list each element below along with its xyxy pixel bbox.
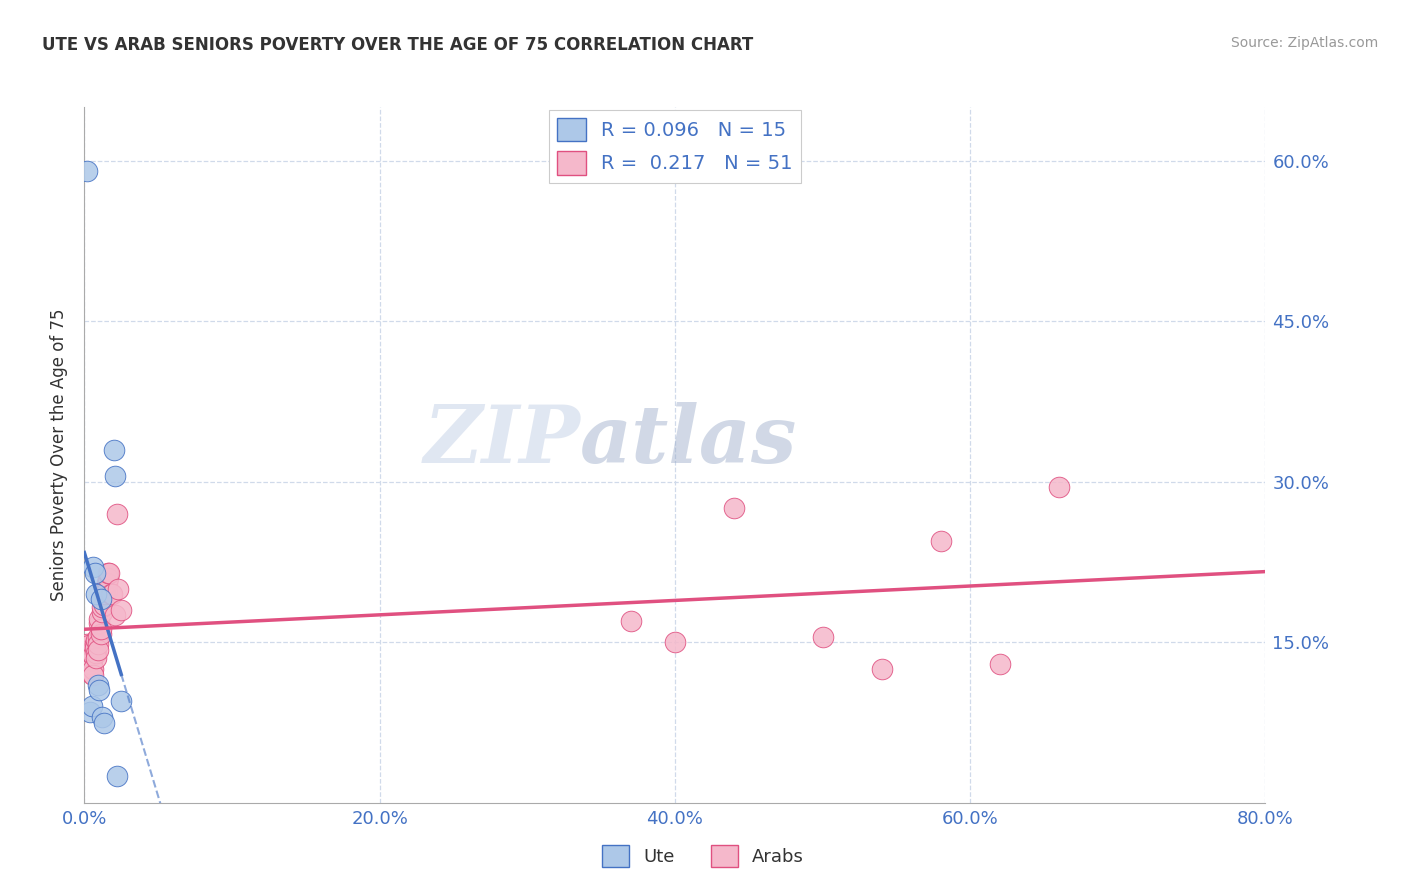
Point bbox=[89, 612, 111, 626]
Point bbox=[82, 648, 104, 662]
Point bbox=[811, 630, 834, 644]
Y-axis label: Seniors Poverty Over the Age of 75: Seniors Poverty Over the Age of 75 bbox=[51, 309, 69, 601]
Text: UTE VS ARAB SENIORS POVERTY OVER THE AGE OF 75 CORRELATION CHART: UTE VS ARAB SENIORS POVERTY OVER THE AGE… bbox=[42, 36, 754, 54]
Point bbox=[870, 662, 893, 676]
Point bbox=[86, 637, 108, 651]
Point bbox=[76, 644, 98, 658]
Point bbox=[105, 507, 128, 521]
Point bbox=[91, 710, 114, 724]
Point bbox=[104, 469, 127, 483]
Point bbox=[79, 665, 101, 680]
Point bbox=[79, 658, 101, 673]
Point bbox=[96, 576, 118, 591]
Point bbox=[83, 566, 105, 580]
Point bbox=[93, 598, 115, 612]
Point bbox=[619, 614, 641, 628]
Point bbox=[79, 657, 101, 671]
Point bbox=[1047, 480, 1070, 494]
Point bbox=[83, 640, 105, 655]
Point bbox=[77, 642, 100, 657]
Point bbox=[80, 699, 103, 714]
Point bbox=[75, 640, 97, 655]
Point bbox=[90, 626, 112, 640]
Point bbox=[988, 657, 1011, 671]
Point bbox=[94, 582, 117, 596]
Point bbox=[107, 582, 129, 596]
Point bbox=[86, 642, 108, 657]
Point bbox=[91, 599, 114, 614]
Point bbox=[103, 442, 125, 457]
Point bbox=[105, 769, 128, 783]
Point bbox=[97, 571, 120, 585]
Point bbox=[104, 608, 127, 623]
Point bbox=[94, 587, 117, 601]
Point bbox=[84, 633, 107, 648]
Point bbox=[82, 560, 104, 574]
Point bbox=[76, 637, 98, 651]
Point bbox=[90, 623, 112, 637]
Point bbox=[80, 660, 103, 674]
Point bbox=[84, 651, 107, 665]
Point bbox=[80, 667, 103, 681]
Point bbox=[80, 653, 103, 667]
Point bbox=[77, 648, 100, 662]
Point bbox=[110, 694, 132, 708]
Legend: Ute, Arabs: Ute, Arabs bbox=[595, 838, 811, 874]
Point bbox=[929, 533, 952, 548]
Point bbox=[86, 630, 108, 644]
Point bbox=[97, 566, 120, 580]
Point bbox=[77, 639, 100, 653]
Text: ZIP: ZIP bbox=[423, 402, 581, 480]
Text: atlas: atlas bbox=[581, 402, 797, 480]
Point bbox=[91, 605, 114, 619]
Legend: R = 0.096   N = 15, R =  0.217   N = 51: R = 0.096 N = 15, R = 0.217 N = 51 bbox=[548, 110, 801, 183]
Point bbox=[89, 615, 111, 630]
Point bbox=[79, 705, 101, 719]
Point bbox=[664, 635, 686, 649]
Point bbox=[96, 583, 118, 598]
Point bbox=[110, 603, 132, 617]
Point bbox=[89, 683, 111, 698]
Point bbox=[84, 587, 107, 601]
Point bbox=[101, 587, 124, 601]
Point bbox=[82, 668, 104, 682]
Point bbox=[100, 587, 122, 601]
Point bbox=[93, 715, 115, 730]
Text: Source: ZipAtlas.com: Source: ZipAtlas.com bbox=[1230, 36, 1378, 50]
Point bbox=[76, 164, 98, 178]
Point bbox=[98, 566, 121, 580]
Point bbox=[82, 662, 104, 676]
Point bbox=[90, 592, 112, 607]
Point bbox=[84, 646, 107, 660]
Point bbox=[723, 501, 745, 516]
Point bbox=[86, 678, 108, 692]
Point bbox=[83, 637, 105, 651]
